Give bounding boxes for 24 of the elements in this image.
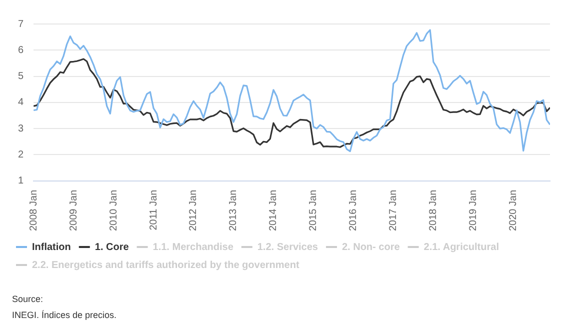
x-tick-label: 2020 Jan xyxy=(508,190,520,232)
y-tick-label: 3 xyxy=(18,123,24,134)
y-tick-label: 6 xyxy=(18,44,24,56)
legend-label: 1. Core xyxy=(94,242,130,253)
x-tick-label: 2008 Jan xyxy=(28,190,40,232)
x-tick-label: 2015 Jan xyxy=(308,190,320,232)
x-tick-label: 2009 Jan xyxy=(68,190,80,232)
source-note: Source: xyxy=(12,294,44,304)
x-tick-label: 2018 Jan xyxy=(428,190,440,232)
x-tick-label: 2010 Jan xyxy=(108,190,120,232)
text: INEGI. Índices de precios. xyxy=(12,310,118,320)
y-tick-label: 1 xyxy=(18,176,24,187)
y-tick-label: 2 xyxy=(18,149,24,160)
x-tick-label: 2017 Jan xyxy=(388,190,400,232)
legend-label: Inflation xyxy=(32,242,71,253)
y-tick-label: 7 xyxy=(18,18,24,30)
y-tick-label: 4 xyxy=(18,97,24,108)
x-tick-label: 2011 Jan xyxy=(148,190,160,230)
y-tick-label: 5 xyxy=(18,71,24,82)
x-tick-label: 2012 Jan xyxy=(188,190,200,232)
x-tick-label: 2019 Jan xyxy=(468,190,480,232)
x-tick-label: 2013 Jan xyxy=(228,190,240,232)
x-tick-label: 2014 Jan xyxy=(268,190,280,232)
x-tick-label: 2016 Jan xyxy=(348,190,360,232)
